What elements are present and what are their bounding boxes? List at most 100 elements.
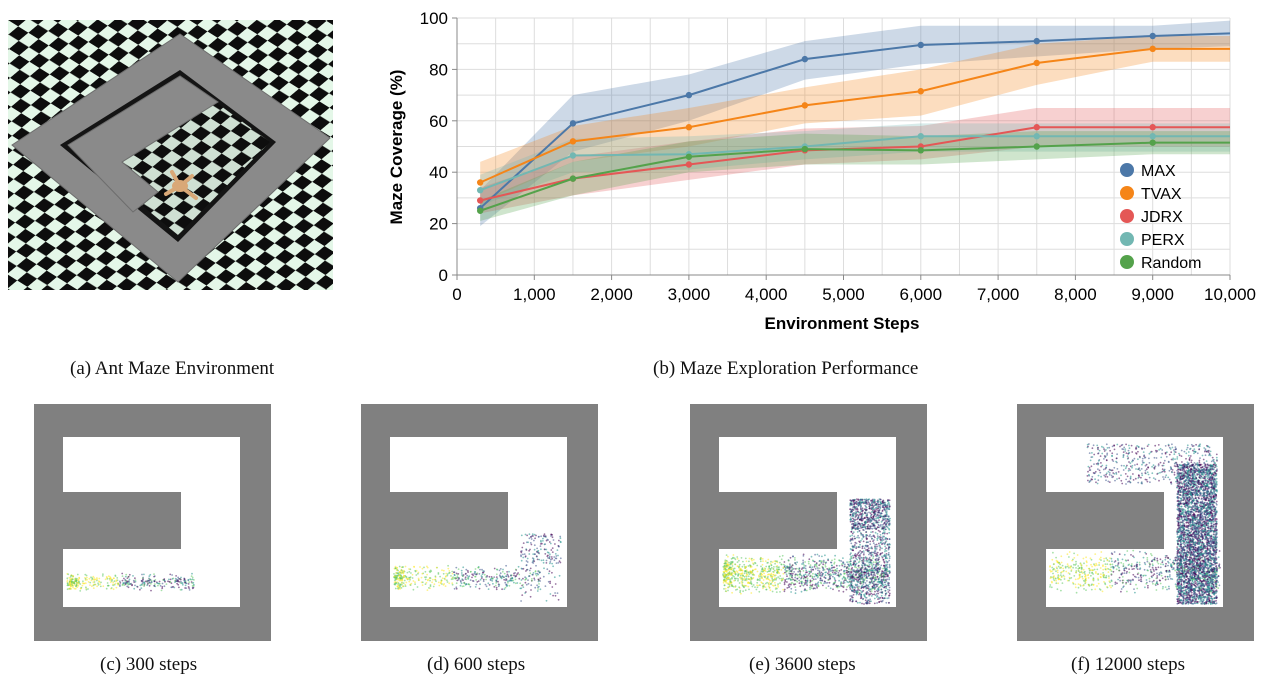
trajectory-point [885,547,887,550]
point-jdrx [685,161,693,168]
trajectory-point [860,582,863,584]
trajectory-point [147,579,150,582]
trajectory-point [1139,550,1141,553]
trajectory-point [879,537,881,540]
trajectory-point [737,578,740,580]
trajectory-point [164,580,166,583]
trajectory-point [535,564,537,567]
trajectory-point [888,592,891,595]
trajectory-point [536,551,539,554]
trajectory-point [496,577,499,580]
trajectory-point [1111,452,1114,455]
trajectory-point [124,575,127,578]
trajectory-point [858,536,860,539]
trajectory-point [775,577,778,580]
trajectory-point [874,501,877,503]
trajectory-point [888,578,890,581]
trajectory-point [826,568,829,570]
trajectory-point [751,585,754,588]
trajectory-point [748,560,750,563]
trajectory-point [435,580,437,583]
trajectory-point [1082,568,1085,571]
trajectory-point [404,585,407,587]
trajectory-point [856,584,858,587]
trajectory-point [829,568,832,571]
trajectory-point [134,577,136,580]
x-tick-label: 5,000 [822,285,865,304]
trajectory-point [726,577,729,580]
trajectory-point [883,501,886,504]
trajectory-point [442,584,445,586]
trajectory-point [1049,586,1051,588]
trajectory-point [77,582,80,585]
trajectory-point [783,561,786,563]
trajectory-point [884,528,887,531]
trajectory-point [133,587,136,590]
trajectory-point [888,528,891,531]
trajectory-point [884,581,886,584]
trajectory-point [724,574,726,577]
trajectory-point [790,572,792,575]
trajectory-point [464,578,467,580]
trajectory-point [855,566,858,569]
trajectory-point [426,589,429,591]
trajectory-point [881,539,884,542]
trajectory-point [430,570,433,573]
trajectory-point [775,578,777,581]
trajectory-point [738,559,740,562]
trajectory-point [1207,524,1210,526]
trajectory-point [487,582,490,585]
trajectory-point [888,546,891,549]
trajectory-point [542,575,545,578]
trajectory-point [851,513,854,515]
trajectory-point [188,581,191,583]
trajectory-point [863,552,865,554]
trajectory-point [767,578,769,580]
trajectory-point [549,562,551,565]
trajectory-point [878,526,881,529]
trajectory-point [861,538,863,540]
trajectory-point [1153,570,1155,572]
trajectory-point [826,581,829,584]
trajectory-point [887,597,890,599]
trajectory-point [533,533,536,536]
trajectory-point [477,580,480,582]
trajectory-point [876,588,879,591]
trajectory-point [835,564,838,567]
trajectory-point [134,584,136,587]
trajectory-point [548,572,550,575]
trajectory-point [724,590,727,592]
trajectory-point [851,577,854,579]
trajectory-point [451,572,454,575]
trajectory-point [551,536,554,539]
trajectory-point [776,565,779,567]
trajectory-point [800,568,803,570]
trajectory-point [748,557,751,560]
trajectory-point [872,563,875,566]
trajectory-point [863,508,866,511]
trajectory-point [780,563,783,566]
trajectory-point [856,508,859,511]
trajectory-point [888,503,891,506]
trajectory-point [398,584,401,587]
trajectory-point [739,568,742,571]
trajectory-point [849,560,852,563]
trajectory-point [453,571,456,574]
trajectory-point [874,590,876,593]
trajectory-point [1185,448,1188,451]
trajectory-point [85,588,88,591]
trajectory-point [864,523,866,526]
trajectory-point [865,508,868,511]
trajectory-point [728,583,731,586]
trajectory-point [883,525,885,528]
trajectory-point [765,565,768,568]
trajectory-point [92,583,95,586]
trajectory-point [798,567,801,569]
trajectory-point [400,570,402,572]
trajectory-point [84,578,87,580]
trajectory-point [736,556,739,558]
trajectory-point [862,581,865,583]
point-tvax [1149,45,1156,53]
trajectory-point [516,582,519,584]
trajectory-point [802,555,805,557]
